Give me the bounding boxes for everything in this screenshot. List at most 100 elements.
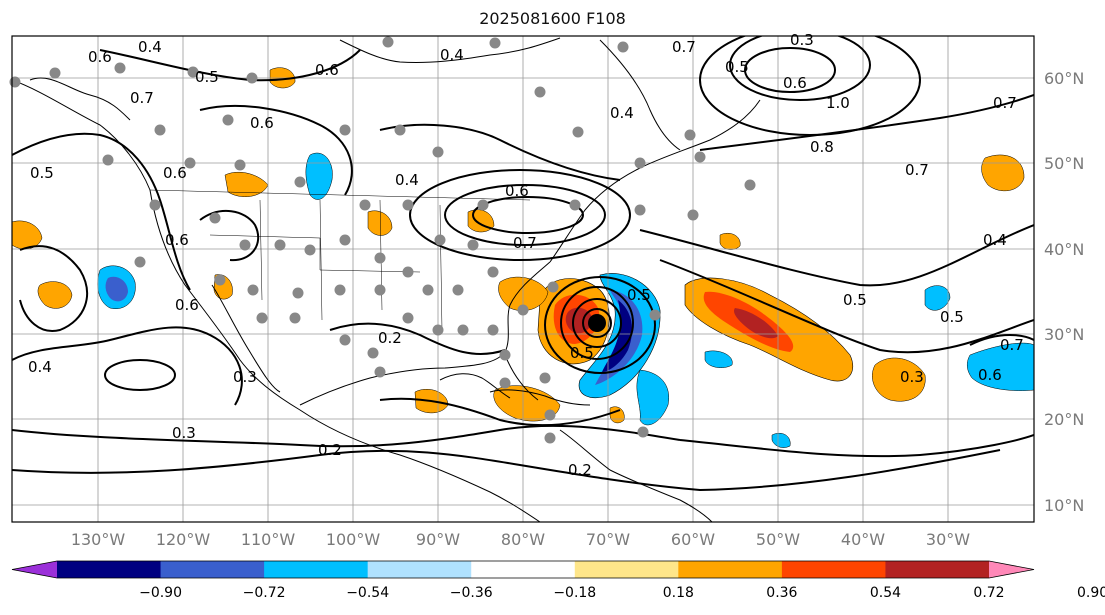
contour-label: 0.2 <box>378 329 402 347</box>
contour-north-3 <box>379 123 621 181</box>
contour-west-1 <box>12 132 191 291</box>
contour-atlantic-wave <box>699 94 1034 151</box>
colorbar-tick-labels: −0.90 −0.72 −0.54 −0.36 −0.18 0.18 0.36 0.54 0.7… <box>139 585 1105 601</box>
contour-hurricane-4 <box>544 276 656 374</box>
lon-label: 30°W <box>926 530 970 549</box>
contour-label: 0.6 <box>505 182 529 200</box>
warm-anomaly-atlantic-inner <box>734 308 778 339</box>
contour-north-2 <box>199 105 353 196</box>
contour-label: 0.6 <box>88 48 112 66</box>
contour-label: 0.7 <box>513 234 537 252</box>
contour-south-1 <box>12 424 681 448</box>
contour-label: 0.2 <box>318 441 342 459</box>
contour-layer <box>12 36 1034 492</box>
colorbar-segment <box>678 561 783 578</box>
warm-anomaly-small-1 <box>609 406 625 424</box>
cold-anomaly-small-2 <box>771 432 791 448</box>
lon-label: 110°W <box>241 530 296 549</box>
lon-label: 120°W <box>156 530 211 549</box>
contour-south-3 <box>679 434 1034 458</box>
contour-label: 0.4 <box>395 171 419 189</box>
contour-label: 0.4 <box>610 104 634 122</box>
contour-jet-outer <box>409 169 631 261</box>
lat-label: 50°N <box>1044 154 1084 173</box>
colorbar-segment <box>574 561 679 578</box>
cold-anomaly-tail <box>636 369 670 426</box>
lat-label: 60°N <box>1044 69 1084 88</box>
contour-mid-west <box>199 209 260 262</box>
warm-anomaly-far-east <box>981 154 1025 192</box>
contour-jet-inner <box>472 196 584 234</box>
contour-label: 0.6 <box>165 231 189 249</box>
contour-label: 0.2 <box>568 461 592 479</box>
contour-west-3 <box>12 326 243 406</box>
lon-label: 100°W <box>326 530 381 549</box>
contour-label: 0.6 <box>783 74 807 92</box>
colorbar-tick-label: 0.18 <box>663 585 694 601</box>
contour-atlantic-mid <box>639 224 1034 287</box>
station-layer <box>9 36 756 444</box>
colorbar-tick-label: −0.90 <box>139 585 182 601</box>
colorbar-extend-low <box>12 561 57 578</box>
colorbar-segment <box>160 561 265 578</box>
contour-label: 0.6 <box>315 61 339 79</box>
graticule <box>12 36 1034 522</box>
lon-label: 70°W <box>586 530 630 549</box>
contour-label: 0.4 <box>138 38 162 56</box>
contour-label: 0.6 <box>978 366 1002 384</box>
colorbar-tick-label: −0.54 <box>346 585 389 601</box>
contour-label-layer: 0.4 0.6 0.5 0.7 0.6 0.4 0.7 0.5 0.3 0.6 … <box>28 31 1024 479</box>
contour-label: 0.5 <box>570 344 594 362</box>
colorbar-segment <box>367 561 472 578</box>
contour-label: 0.8 <box>810 138 834 156</box>
contour-label: 0.6 <box>163 164 187 182</box>
contour-label: 0.3 <box>900 368 924 386</box>
colorbar-tick-label: −0.36 <box>450 585 493 601</box>
contour-label: 0.5 <box>725 58 749 76</box>
lon-label: 40°W <box>841 530 885 549</box>
colorbar-segment <box>885 561 990 578</box>
lon-label: 60°W <box>671 530 715 549</box>
contour-hurricane-3 <box>560 286 634 360</box>
contour-label: 0.4 <box>983 231 1007 249</box>
cold-anomaly-rockies <box>305 152 333 200</box>
contour-pacific-loop <box>104 359 176 391</box>
cold-anomaly-east <box>967 342 1034 391</box>
colorbar-outline <box>11 560 1035 579</box>
colorbar-segment <box>264 561 369 578</box>
contour-label: 0.5 <box>940 308 964 326</box>
contour-hurricane-1 <box>582 308 612 338</box>
map-title: 2025081600 F108 <box>479 9 626 28</box>
contour-label: 0.5 <box>30 164 54 182</box>
contour-west-2 <box>19 245 89 332</box>
lat-label: 20°N <box>1044 410 1084 429</box>
cold-anomaly-small-1 <box>704 350 733 368</box>
colorbar-tick-label: 0.72 <box>973 585 1004 601</box>
colorbar <box>11 560 1035 579</box>
lon-label: 90°W <box>416 530 460 549</box>
contour-label: 0.7 <box>1000 336 1024 354</box>
cold-anomaly-hurricane-mid <box>595 290 643 385</box>
contour-label: 0.3 <box>790 31 814 49</box>
contour-label: 0.7 <box>905 161 929 179</box>
contour-label: 0.4 <box>28 358 52 376</box>
contour-label: 0.5 <box>195 68 219 86</box>
colorbar-tick-label: −0.72 <box>243 585 286 601</box>
colorbar-segment <box>57 561 162 578</box>
lat-label: 10°N <box>1044 496 1084 515</box>
contour-north-atl-2 <box>729 36 871 101</box>
colorbar-tick-label: 0.90 <box>1077 585 1105 601</box>
map-frame <box>11 35 1035 523</box>
latitude-labels: 60°N 50°N 40°N 30°N 20°N 10°N <box>1044 69 1084 515</box>
contour-atlantic-low <box>659 259 1034 354</box>
contour-east-loop <box>969 334 1034 346</box>
contour-label: 0.7 <box>130 89 154 107</box>
warm-anomaly-pacific <box>37 281 73 309</box>
border-layer <box>149 189 531 331</box>
warm-anomaly-small-2 <box>719 232 741 250</box>
contour-label: 0.6 <box>250 114 274 132</box>
contour-hurricane-2 <box>572 298 622 348</box>
lat-label: 40°N <box>1044 240 1084 259</box>
warm-anomaly-far-west <box>12 220 43 250</box>
